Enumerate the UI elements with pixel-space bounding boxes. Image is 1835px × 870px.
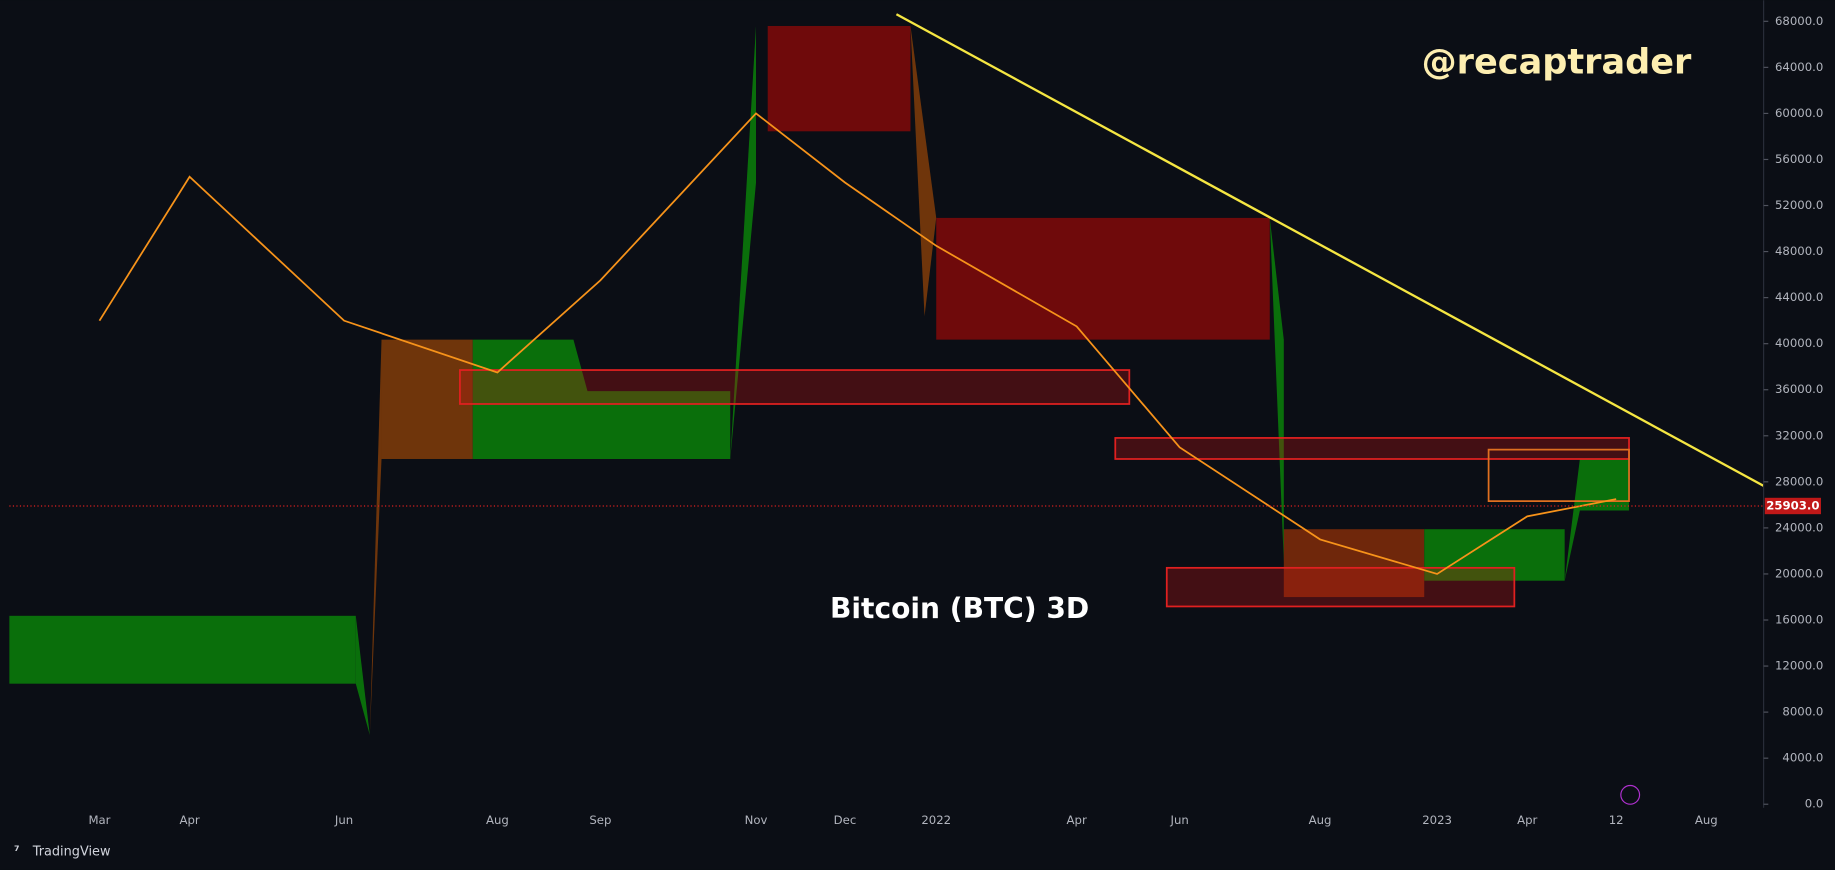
x-tick-label: 12	[1609, 813, 1624, 827]
x-tick-label: Jun	[334, 813, 353, 827]
icon	[1620, 784, 1641, 805]
watermark: @recaptrader	[1422, 41, 1692, 82]
x-tick-label: Sep	[589, 813, 611, 827]
y-tick-label: 12000.0	[1775, 659, 1823, 673]
zone	[1487, 448, 1630, 502]
x-tick-label: Aug	[486, 813, 509, 827]
y-tick-label: 16000.0	[1775, 613, 1823, 627]
y-tick-label: 44000.0	[1775, 290, 1823, 304]
zone	[1165, 566, 1516, 608]
y-tick-label: 56000.0	[1775, 152, 1823, 166]
x-tick-label: Jun	[1170, 813, 1189, 827]
brand-logo: ⁷	[14, 845, 20, 860]
cloud	[369, 339, 382, 736]
cloud	[1564, 458, 1630, 581]
y-tick-label: 4000.0	[1782, 751, 1823, 765]
y-tick-label: 64000.0	[1775, 60, 1823, 74]
x-tick-label: Dec	[834, 813, 857, 827]
last-price-badge	[1764, 497, 1821, 515]
cloud	[910, 25, 937, 317]
clouds	[9, 25, 1630, 736]
x-tick-label: Aug	[1309, 813, 1332, 827]
y-tick-label: 8000.0	[1782, 705, 1823, 719]
cloud	[1269, 217, 1284, 562]
y-tick-label: 32000.0	[1775, 428, 1823, 442]
y-tick-label: 20000.0	[1775, 566, 1823, 580]
y-tick-label: 60000.0	[1775, 106, 1823, 120]
cloud	[767, 25, 911, 132]
cloud	[9, 615, 356, 684]
x-tick-label: Apr	[1517, 813, 1537, 827]
x-tick-label: Nov	[745, 813, 768, 827]
y-tick-label: 48000.0	[1775, 244, 1823, 258]
brand: TradingView	[32, 845, 111, 860]
trendline	[895, 13, 1765, 487]
x-tick-label: Mar	[88, 813, 110, 827]
x-tick-label: 2022	[921, 813, 951, 827]
x-tick-label: Apr	[179, 813, 199, 827]
last-price-label: 25903.0	[1766, 498, 1819, 512]
cloud	[936, 217, 1270, 340]
y-tick-label: 28000.0	[1775, 474, 1823, 488]
zone	[1114, 437, 1630, 460]
y-tick-label: 24000.0	[1775, 520, 1823, 534]
y-tick-label: 0.0	[1805, 797, 1824, 811]
y-tick-label: 40000.0	[1775, 336, 1823, 350]
zone	[459, 369, 1131, 405]
x-tick-label: Aug	[1695, 813, 1718, 827]
y-tick-label: 52000.0	[1775, 198, 1823, 212]
x-tick-label: Apr	[1067, 813, 1087, 827]
y-tick-label: 68000.0	[1775, 14, 1823, 28]
zones	[459, 369, 1630, 608]
x-tick-label: 2023	[1422, 813, 1452, 827]
y-tick-label: 36000.0	[1775, 382, 1823, 396]
chart-title: Bitcoin (BTC) 3D	[830, 592, 1089, 625]
price-line	[98, 112, 1617, 575]
